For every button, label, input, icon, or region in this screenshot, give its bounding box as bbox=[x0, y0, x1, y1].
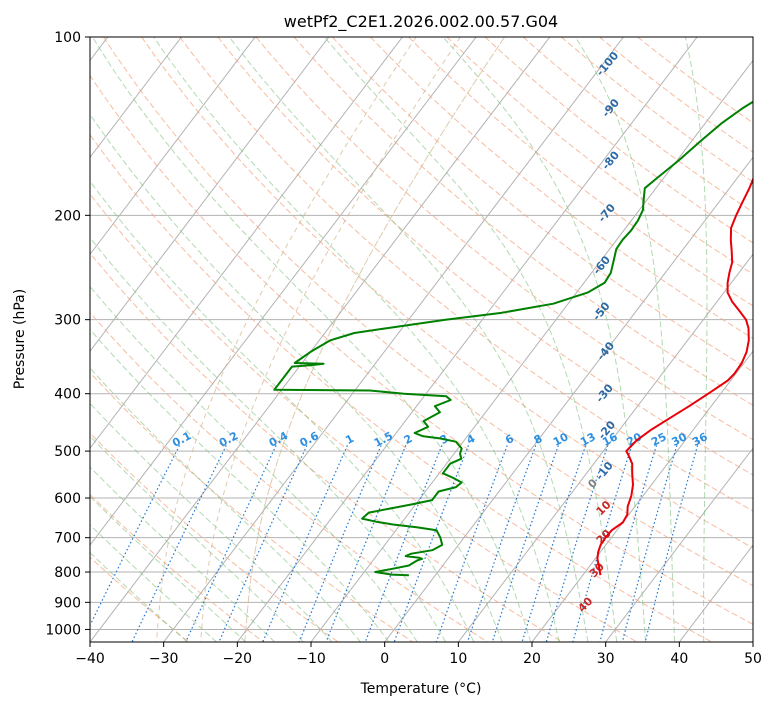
mixing-ratio-label: 25 bbox=[649, 430, 669, 449]
mixing-ratio-line bbox=[131, 445, 227, 642]
isotherm-line bbox=[384, 156, 753, 642]
moist-adiabat-line bbox=[90, 285, 418, 642]
y-tick-label: 600 bbox=[54, 491, 81, 507]
mixing-ratio-label: 16 bbox=[600, 430, 620, 449]
dry-adiabat-line bbox=[90, 493, 264, 642]
x-tick-label: −30 bbox=[149, 651, 179, 667]
moist-adiabat-line bbox=[684, 37, 708, 642]
isotherm-line bbox=[605, 447, 753, 642]
moist-adiabat-line bbox=[90, 435, 304, 642]
sounding-line bbox=[596, 176, 753, 576]
dry-adiabat-line bbox=[217, 37, 753, 476]
mixing-ratio-line bbox=[466, 445, 537, 642]
y-axis-label: Pressure (hPa) bbox=[12, 289, 28, 389]
plot-area: -100-90-80-70-60-50-40-30-20-10010203040… bbox=[90, 37, 753, 642]
dry-adiabat-line bbox=[332, 37, 753, 373]
moist-adiabat-line bbox=[323, 37, 618, 642]
x-tick-label: 40 bbox=[670, 651, 688, 667]
x-tick-label: −40 bbox=[75, 651, 105, 667]
isotherm-line bbox=[236, 37, 698, 642]
y-tick-label: 100 bbox=[54, 30, 81, 46]
mixing-ratio-label: 13 bbox=[578, 430, 598, 449]
x-tick-label: −20 bbox=[223, 651, 253, 667]
dry-adiabat-line bbox=[90, 74, 753, 625]
y-tick-label: 700 bbox=[54, 531, 81, 547]
x-tick-label: 30 bbox=[597, 651, 615, 667]
dry-adiabat-line bbox=[141, 37, 753, 549]
mixing-ratio-line bbox=[364, 445, 443, 642]
y-tick-label: 900 bbox=[54, 595, 81, 611]
x-tick-label: 50 bbox=[744, 651, 762, 667]
moist-adiabat-line bbox=[228, 37, 589, 642]
reference-curve-line bbox=[200, 37, 461, 642]
moist-adiabat-line bbox=[153, 37, 560, 642]
dry-adiabat-line bbox=[560, 37, 753, 183]
mixing-ratio-line bbox=[325, 445, 407, 642]
chart-title: wetPf2_C2E1.2026.002.00.57.G04 bbox=[284, 12, 558, 32]
moist-adiabat-line bbox=[90, 113, 503, 642]
dry-adiabat-line bbox=[90, 432, 339, 642]
x-tick-label: 0 bbox=[380, 651, 389, 667]
dry-adiabat-line bbox=[90, 193, 638, 642]
mixing-ratio-line bbox=[185, 445, 277, 642]
y-tick-label: 200 bbox=[54, 208, 81, 224]
dry-adiabat-line bbox=[103, 37, 753, 587]
isotherm-line bbox=[90, 37, 477, 546]
isotherm-line bbox=[90, 37, 403, 449]
isotherm-line bbox=[457, 253, 753, 642]
y-tick-label: 1000 bbox=[45, 622, 81, 638]
x-tick-label: 20 bbox=[523, 651, 541, 667]
dry-adiabat-line bbox=[293, 37, 753, 406]
x-axis-label: Temperature (°C) bbox=[360, 681, 482, 697]
isotherm-line bbox=[90, 37, 256, 256]
moist-adiabat-line bbox=[90, 466, 275, 642]
reference-curve-line bbox=[155, 37, 417, 642]
reference-curve-line bbox=[244, 37, 505, 642]
mixing-ratio-label: 20 bbox=[624, 430, 644, 449]
dry-adiabat-line bbox=[255, 37, 753, 441]
mixing-ratio-line bbox=[435, 445, 508, 642]
moist-adiabat-line bbox=[90, 367, 361, 642]
dry-adiabat-line bbox=[179, 37, 753, 512]
dry-adiabat-line bbox=[408, 37, 753, 307]
isotherm-line bbox=[531, 350, 753, 642]
moist-adiabat-line bbox=[574, 37, 676, 642]
moist-adiabat-line bbox=[90, 180, 475, 642]
mixing-ratio-label: 30 bbox=[669, 430, 689, 449]
isotherm-line bbox=[163, 37, 624, 642]
dry-adiabat-line bbox=[90, 133, 712, 642]
mixing-ratio-line bbox=[393, 445, 470, 642]
x-tick-label: 10 bbox=[449, 651, 467, 667]
isotherm-line bbox=[90, 37, 182, 159]
dry-adiabat-line bbox=[484, 37, 753, 244]
mixing-ratio-label: 36 bbox=[690, 430, 710, 449]
moist-adiabat-line bbox=[90, 328, 390, 642]
y-tick-label: 500 bbox=[54, 444, 81, 460]
mixing-ratio-line bbox=[90, 445, 181, 627]
dry-adiabat-line bbox=[90, 371, 414, 642]
moist-adiabat-line bbox=[90, 402, 333, 642]
y-tick-label: 400 bbox=[54, 387, 81, 403]
x-tick-label: −10 bbox=[296, 651, 326, 667]
dry-adiabat-line bbox=[599, 37, 753, 153]
sounding-line bbox=[273, 100, 753, 577]
mixing-ratio-line bbox=[521, 445, 587, 642]
y-tick-label: 800 bbox=[54, 565, 81, 581]
plot-frame bbox=[89, 36, 754, 643]
mixing-ratio-label: 10 bbox=[551, 430, 571, 449]
dry-adiabat-line bbox=[370, 37, 753, 340]
mixing-ratio-line bbox=[491, 445, 559, 642]
moist-adiabat-line bbox=[90, 236, 446, 642]
dry-adiabat-line bbox=[90, 252, 563, 642]
y-tick-label: 300 bbox=[54, 313, 81, 329]
axes: −40 −30 −20 −10 0 10 20 30 40 50 100 200 300 400 500 60… bbox=[45, 30, 762, 667]
